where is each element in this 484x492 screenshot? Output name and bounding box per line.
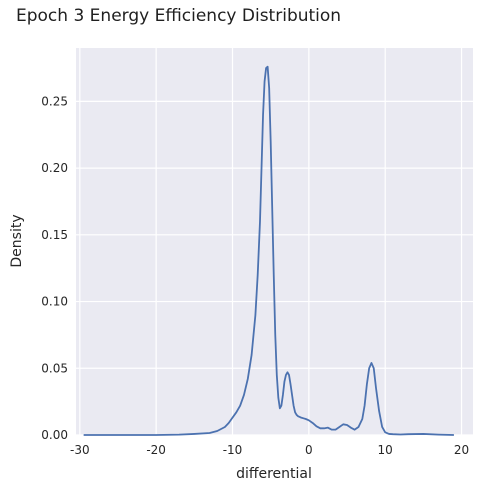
- y-tick-labels: 0.00 0.05 0.10 0.15 0.20 0.25: [41, 94, 68, 442]
- y-tick-label: 0.10: [41, 295, 68, 309]
- y-tick-label: 0.00: [41, 428, 68, 442]
- y-tick-label: 0.15: [41, 228, 68, 242]
- x-axis-label: differential: [236, 466, 312, 482]
- x-tick-label: 0: [305, 443, 313, 457]
- x-tick-label: -20: [146, 443, 166, 457]
- y-tick-label: 0.20: [41, 161, 68, 175]
- y-tick-label: 0.25: [41, 94, 68, 108]
- x-tick-label: -30: [70, 443, 90, 457]
- y-axis-label: Density: [9, 214, 25, 267]
- y-tick-label: 0.05: [41, 361, 68, 375]
- plot-background: [76, 48, 473, 435]
- x-tick-label: -10: [223, 443, 243, 457]
- x-tick-labels: -30 -20 -10 0 10 20: [70, 443, 469, 457]
- x-tick-label: 10: [378, 443, 393, 457]
- x-tick-label: 20: [454, 443, 469, 457]
